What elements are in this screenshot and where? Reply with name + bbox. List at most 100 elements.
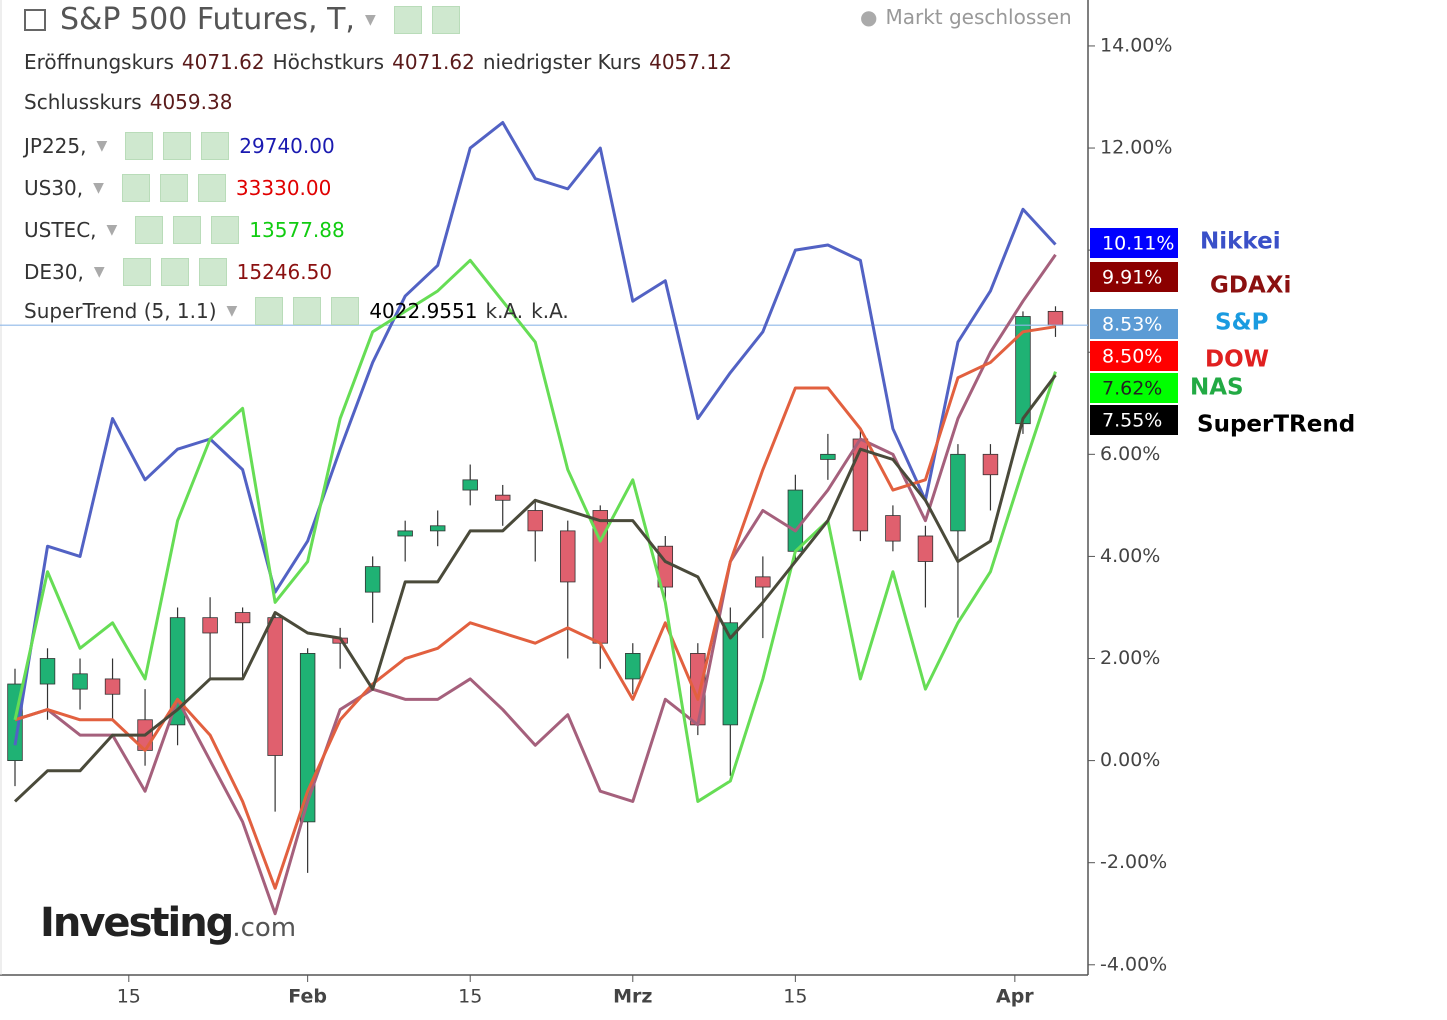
close-icon[interactable] [201, 132, 230, 160]
y-tick-label: 14.00% [1100, 34, 1172, 56]
value-badge-label: 8.53% [1102, 314, 1162, 336]
y-tick-label: 12.00% [1100, 137, 1172, 159]
overlay-name: USTEC, [24, 218, 97, 242]
gear-icon[interactable] [431, 5, 460, 34]
status: ● Markt geschlossen [860, 5, 1072, 29]
ohlc-label: niedrigster Kurs [482, 50, 642, 74]
overlay-name: JP225, [24, 134, 87, 158]
x-tick-label: 15 [117, 986, 141, 1008]
legend-label: S&P [1215, 310, 1268, 336]
dropdown[interactable]: ▼ [96, 138, 108, 154]
y-tick-label: 4.00% [1100, 545, 1160, 567]
legend-label: SuperTRend [1197, 412, 1355, 438]
ohlc-value: 4071.62 [181, 50, 265, 74]
candle-body [39, 658, 56, 685]
candle-body [885, 515, 901, 542]
dropdown[interactable]: ▼ [106, 222, 118, 238]
candle-body [104, 678, 121, 695]
eye-icon[interactable] [255, 297, 284, 325]
gear-icon[interactable] [159, 174, 188, 202]
value-badge [1090, 373, 1178, 403]
candle-body [722, 622, 739, 726]
eye-icon[interactable] [121, 174, 150, 202]
value-badge [1090, 228, 1178, 258]
close-icon[interactable] [211, 216, 240, 244]
close-icon[interactable] [331, 297, 360, 325]
x-tick-label: 15 [458, 986, 482, 1008]
value-badge [1090, 309, 1178, 339]
gear-icon[interactable] [163, 132, 192, 160]
overlay-value: 13577.88 [249, 218, 345, 242]
candle-body [234, 612, 251, 624]
candle-body [462, 479, 478, 491]
value-badge-label: 7.55% [1102, 410, 1162, 432]
logo: Investing.com [40, 900, 296, 946]
dropdown[interactable]: ▼ [226, 303, 238, 319]
overlay-value: 15246.50 [236, 260, 333, 284]
overlay-name: US30, [24, 176, 84, 200]
candle-body [72, 673, 88, 690]
gear-icon[interactable] [293, 297, 322, 325]
y-tick-label: -2.00% [1100, 851, 1167, 873]
dropdown[interactable]: ▼ [364, 11, 376, 28]
collapse-button[interactable] [24, 8, 46, 31]
y-tick-label: -4.00% [1100, 953, 1167, 975]
status-text: Markt geschlossen [885, 5, 1072, 29]
candle-body [787, 489, 804, 552]
series-line [13, 258, 1057, 803]
candle-body [495, 494, 511, 501]
x-tick-label: Mrz [613, 986, 652, 1008]
close-icon[interactable] [198, 258, 227, 286]
overlay-row: JP225, ▼ 29740.00 [24, 132, 335, 160]
indicator-extra: k.A. [531, 299, 569, 323]
candle-body [625, 653, 641, 680]
gear-icon[interactable] [160, 258, 189, 286]
ohlc-label: Eröffnungskurs [24, 50, 174, 74]
value-badge-label: 10.11% [1102, 233, 1174, 255]
logo-brand: Investing [40, 900, 234, 946]
indicator-name: SuperTrend (5, 1.1) [24, 299, 217, 323]
candle-body [169, 617, 186, 726]
close-icon[interactable] [197, 174, 226, 202]
overlay-value: 29740.00 [239, 134, 335, 158]
value-badge [1090, 405, 1178, 435]
eye-icon[interactable] [125, 132, 154, 160]
candle-body [820, 453, 836, 460]
value-badge-label: 7.62% [1102, 378, 1162, 400]
value-badge [1090, 341, 1178, 371]
legend-label: GDAXi [1210, 273, 1291, 299]
candle-body [527, 510, 543, 532]
value-badge-label: 9.91% [1102, 267, 1162, 289]
y-tick-label: 0.00% [1100, 749, 1160, 771]
candle-body [267, 617, 283, 756]
series-line [13, 121, 1057, 746]
dropdown[interactable]: ▼ [93, 264, 105, 280]
candle-body [755, 576, 771, 588]
ohlc-value: 4071.62 [392, 50, 475, 74]
candle-body [1047, 310, 1064, 326]
ohlc-label: Schlusskurs [24, 90, 142, 114]
eye-icon[interactable] [135, 216, 164, 244]
series-line [13, 374, 1057, 803]
dropdown[interactable]: ▼ [93, 180, 104, 196]
eye-icon[interactable] [393, 5, 422, 34]
eye-icon[interactable] [122, 258, 151, 286]
series-line [14, 253, 1057, 916]
legend-label: DOW [1205, 347, 1269, 373]
ohlc-row: Eröffnungskurs 4071.62 Höchstkurs 4071.62 … [24, 50, 732, 74]
ohlc-label: Höchstkurs [272, 50, 385, 74]
chart-title: S&P 500 Futures, T, [60, 2, 355, 37]
overlay-name: DE30, [24, 260, 84, 284]
value-badge-label: 8.50% [1102, 346, 1162, 368]
candle-body [950, 453, 966, 532]
logo-suffix: .com [232, 913, 297, 943]
overlay-value: 33330.00 [235, 176, 332, 200]
overlay-row: DE30, ▼ 15246.50 [24, 258, 332, 286]
candle-body [429, 525, 446, 532]
candle-body [917, 535, 934, 562]
x-tick-label: Feb [288, 986, 327, 1008]
candle-body [982, 453, 999, 476]
gear-icon[interactable] [173, 216, 202, 244]
